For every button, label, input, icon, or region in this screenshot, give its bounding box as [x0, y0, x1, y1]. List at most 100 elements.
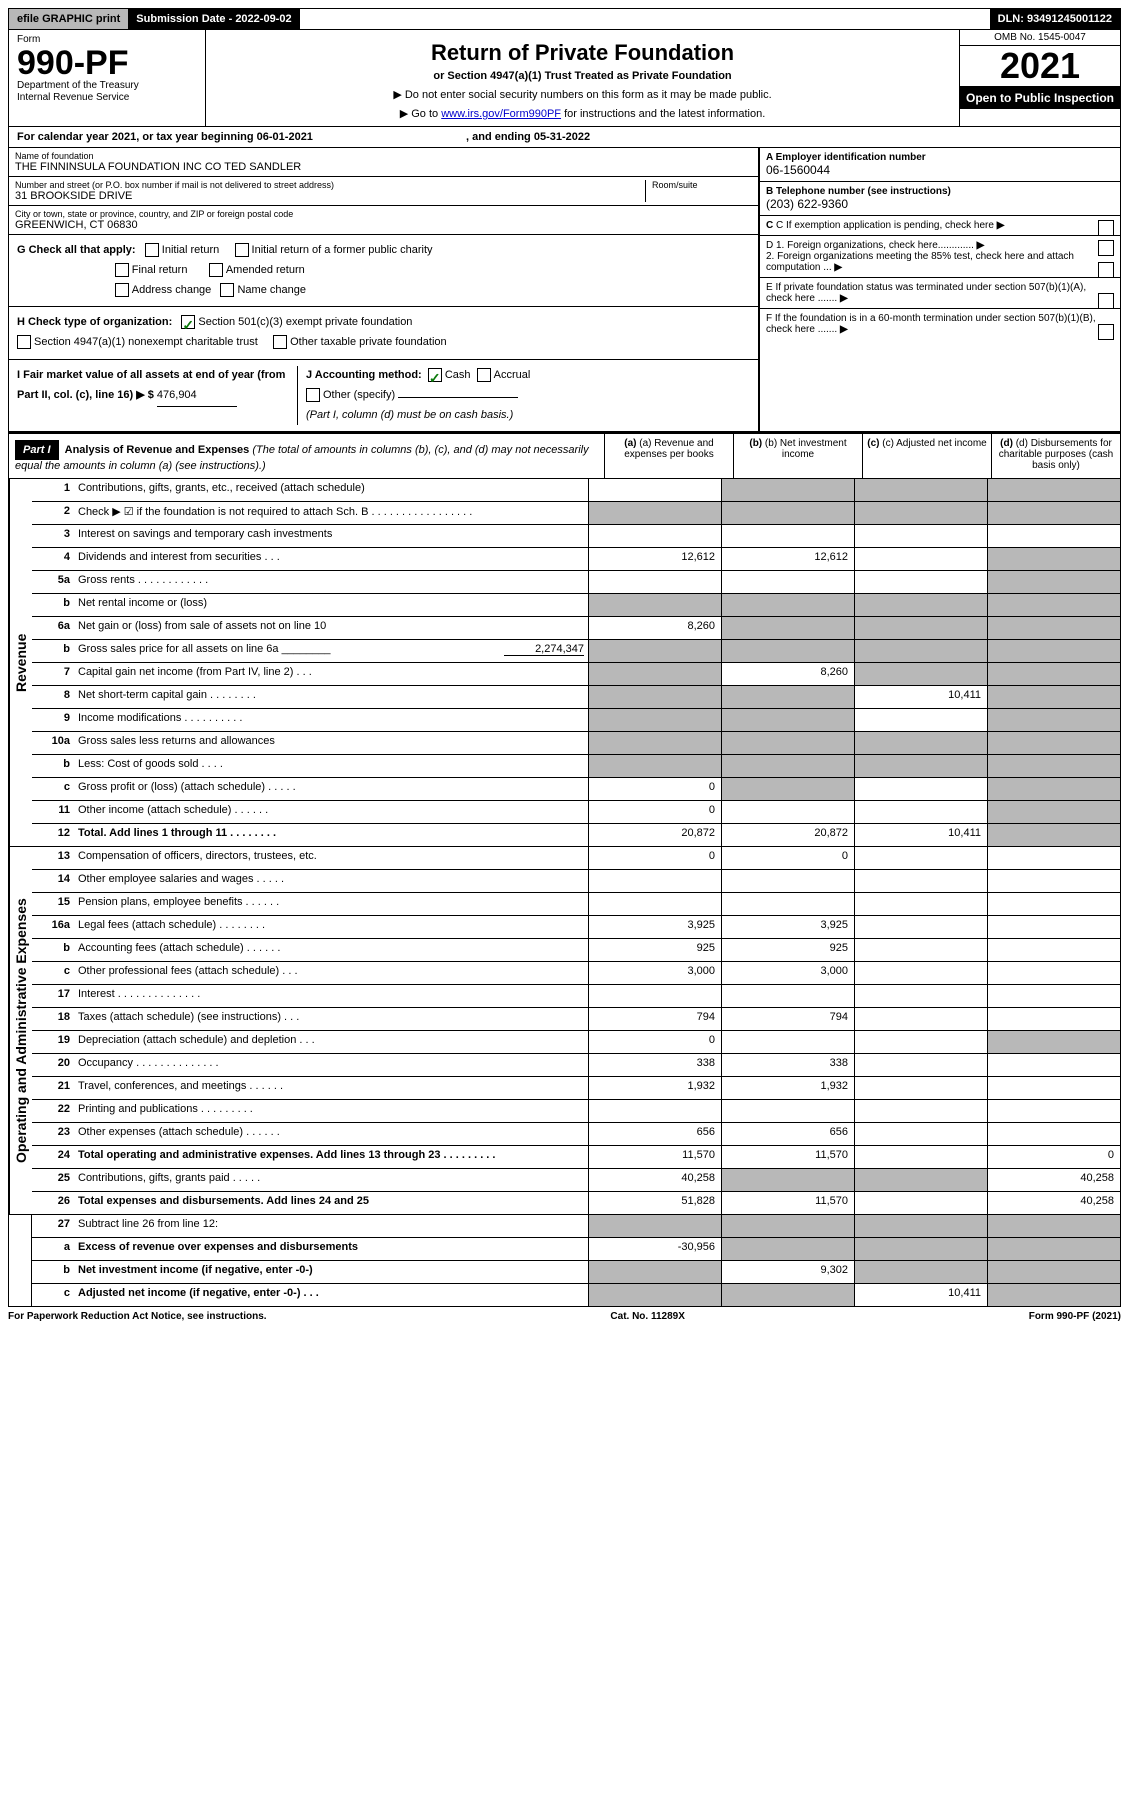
cell-b [721, 732, 854, 754]
line-text: Legal fees (attach schedule) . . . . . .… [74, 916, 588, 938]
line-text: Other employee salaries and wages . . . … [74, 870, 588, 892]
bottom-spacer [9, 1215, 32, 1306]
table-row: 5aGross rents . . . . . . . . . . . . [32, 571, 1120, 594]
cell-b: 12,612 [721, 548, 854, 570]
cell-a: 3,000 [588, 962, 721, 984]
line-text: Income modifications . . . . . . . . . . [74, 709, 588, 731]
cell-b: 0 [721, 847, 854, 869]
cell-d [987, 1261, 1120, 1283]
cb-c[interactable] [1098, 220, 1114, 236]
cb-f[interactable] [1098, 324, 1114, 340]
cb-4947[interactable] [17, 335, 31, 349]
table-row: 3Interest on savings and temporary cash … [32, 525, 1120, 548]
line-number: 1 [32, 479, 74, 501]
cell-a [588, 640, 721, 662]
header-right: OMB No. 1545-0047 2021 Open to Public In… [959, 30, 1120, 126]
cell-c [854, 1008, 987, 1030]
line-number: b [32, 640, 74, 662]
cell-b: 11,570 [721, 1192, 854, 1214]
cb-amended[interactable] [209, 263, 223, 277]
e-text: E If private foundation status was termi… [766, 282, 1086, 304]
g-checkboxes: G Check all that apply: Initial return I… [9, 235, 758, 307]
dln-label: DLN: 93491245001122 [990, 9, 1120, 29]
cell-b: 925 [721, 939, 854, 961]
cb-addr-change[interactable] [115, 283, 129, 297]
phone-label: B Telephone number (see instructions) [766, 186, 951, 197]
cb-final[interactable] [115, 263, 129, 277]
cell-c [854, 1215, 987, 1237]
cb-initial[interactable] [145, 243, 159, 257]
line-number: 26 [32, 1192, 74, 1214]
cell-d [987, 1100, 1120, 1122]
line-text: Total. Add lines 1 through 11 . . . . . … [74, 824, 588, 846]
cell-d [987, 525, 1120, 547]
line-number: 13 [32, 847, 74, 869]
line-number: 10a [32, 732, 74, 754]
cell-d [987, 640, 1120, 662]
table-row: cAdjusted net income (if negative, enter… [32, 1284, 1120, 1306]
cell-a [588, 663, 721, 685]
j-label: J Accounting method: [306, 369, 422, 381]
line-text: Dividends and interest from securities .… [74, 548, 588, 570]
table-row: 7Capital gain net income (from Part IV, … [32, 663, 1120, 686]
cell-a [588, 709, 721, 731]
revenue-section: Revenue 1Contributions, gifts, grants, e… [8, 479, 1121, 847]
cb-other-method[interactable] [306, 388, 320, 402]
cell-a [588, 755, 721, 777]
line-text: Adjusted net income (if negative, enter … [74, 1284, 588, 1306]
line-number: 11 [32, 801, 74, 823]
d1-text: D 1. Foreign organizations, check here..… [766, 240, 974, 251]
line-number: b [32, 594, 74, 616]
line-number: 3 [32, 525, 74, 547]
cell-a: 338 [588, 1054, 721, 1076]
cell-d [987, 962, 1120, 984]
cell-d [987, 939, 1120, 961]
table-row: 19Depreciation (attach schedule) and dep… [32, 1031, 1120, 1054]
expenses-side-label: Operating and Administrative Expenses [9, 847, 32, 1214]
cell-d [987, 824, 1120, 846]
phone-block: B Telephone number (see instructions) (2… [760, 182, 1120, 216]
cell-c [854, 870, 987, 892]
cell-b: 20,872 [721, 824, 854, 846]
cb-501c3[interactable] [181, 315, 195, 329]
table-row: 16aLegal fees (attach schedule) . . . . … [32, 916, 1120, 939]
cell-c [854, 962, 987, 984]
cb-other-tax[interactable] [273, 335, 287, 349]
cal-pre: For calendar year 2021, or tax year begi… [17, 131, 257, 143]
cell-c [854, 617, 987, 639]
line-number: b [32, 755, 74, 777]
cell-b [721, 571, 854, 593]
cell-a [588, 985, 721, 1007]
table-row: 13Compensation of officers, directors, t… [32, 847, 1120, 870]
cell-d [987, 663, 1120, 685]
cb-cash[interactable] [428, 368, 442, 382]
cb-name-change[interactable] [220, 283, 234, 297]
cell-b [721, 1031, 854, 1053]
line-number: 17 [32, 985, 74, 1007]
header-left: Form 990-PF Department of the Treasury I… [9, 30, 206, 126]
table-row: 17Interest . . . . . . . . . . . . . . [32, 985, 1120, 1008]
cb-e[interactable] [1098, 293, 1114, 309]
ein-label: A Employer identification number [766, 152, 926, 163]
cell-d [987, 801, 1120, 823]
cell-b: 338 [721, 1054, 854, 1076]
cell-d [987, 1008, 1120, 1030]
i-label: I Fair market value of all assets at end… [17, 369, 285, 401]
line-text: Net rental income or (loss) [74, 594, 588, 616]
cell-a [588, 479, 721, 501]
cb-d1[interactable] [1098, 240, 1114, 256]
cell-b [721, 893, 854, 915]
cell-d [987, 755, 1120, 777]
part1-label: Part I [15, 440, 59, 460]
efile-label[interactable]: efile GRAPHIC print [9, 9, 128, 29]
cell-c [854, 985, 987, 1007]
table-row: bNet rental income or (loss) [32, 594, 1120, 617]
table-row: aExcess of revenue over expenses and dis… [32, 1238, 1120, 1261]
table-row: 6aNet gain or (loss) from sale of assets… [32, 617, 1120, 640]
cell-a [588, 732, 721, 754]
form-link[interactable]: www.irs.gov/Form990PF [441, 108, 561, 120]
cb-initial-former[interactable] [235, 243, 249, 257]
cb-accrual[interactable] [477, 368, 491, 382]
revenue-body: 1Contributions, gifts, grants, etc., rec… [32, 479, 1120, 846]
cb-d2[interactable] [1098, 262, 1114, 278]
